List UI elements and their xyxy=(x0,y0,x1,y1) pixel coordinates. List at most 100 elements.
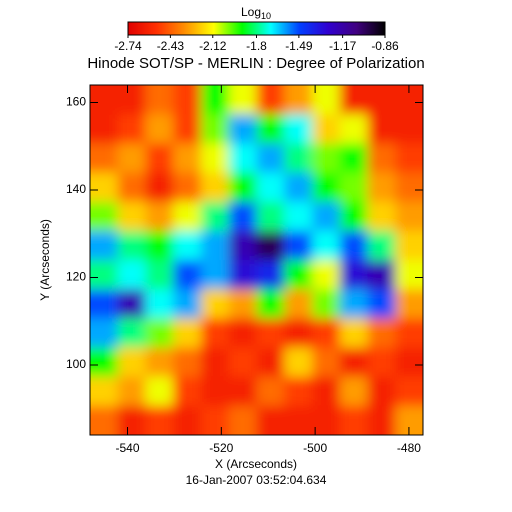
heatmap-cell xyxy=(367,260,396,290)
heatmap-cell xyxy=(284,376,313,407)
heatmap-cell xyxy=(256,318,285,348)
heatmap-cell xyxy=(228,318,257,348)
heatmap-cell xyxy=(145,405,174,435)
heatmap-cell xyxy=(228,260,257,290)
heatmap-cell xyxy=(284,114,313,144)
heatmap-cell xyxy=(117,85,146,115)
heatmap-cell xyxy=(312,85,341,115)
heatmap-cell xyxy=(256,376,285,407)
heatmap-cell xyxy=(339,347,368,378)
y-tick-label: 100 xyxy=(66,357,86,371)
heatmap-cell xyxy=(201,85,230,115)
heatmap-cell xyxy=(145,172,174,203)
heatmap-cell xyxy=(228,85,257,115)
heatmap-cell xyxy=(173,405,202,435)
heatmap-cell xyxy=(339,260,368,290)
heatmap-cell xyxy=(339,143,368,173)
heatmap-cell xyxy=(395,347,423,378)
heatmap-cell xyxy=(367,347,396,378)
heatmap-cell xyxy=(145,289,174,319)
heatmap-cell xyxy=(173,289,202,319)
heatmap-cell xyxy=(256,114,285,144)
heatmap-cell xyxy=(90,230,119,261)
heatmap-cell xyxy=(395,289,423,319)
heatmap-cell xyxy=(284,260,313,290)
heatmap-cell xyxy=(228,289,257,319)
heatmap-cell xyxy=(201,260,230,290)
colorbar-tick-label: -0.86 xyxy=(371,39,399,53)
heatmap-cell xyxy=(339,85,368,115)
heatmap-cell xyxy=(256,230,285,261)
heatmap-cell xyxy=(256,143,285,173)
colorbar-title: Log10 xyxy=(241,5,271,21)
heatmap-cell xyxy=(256,201,285,232)
heatmap-cell xyxy=(284,172,313,203)
heatmap-cell xyxy=(90,143,119,173)
heatmap-cell xyxy=(173,230,202,261)
heatmap-cell xyxy=(395,143,423,173)
colorbar-tick-label: -2.74 xyxy=(114,39,142,53)
heatmap-cell xyxy=(173,201,202,232)
heatmap-cell xyxy=(117,201,146,232)
heatmap-cell xyxy=(339,230,368,261)
colorbar-tick-label: -1.17 xyxy=(329,39,357,53)
heatmap-cell xyxy=(312,172,341,203)
heatmap-cell xyxy=(339,172,368,203)
heatmap-cell xyxy=(173,347,202,378)
heatmap-cell xyxy=(312,230,341,261)
heatmap-cell xyxy=(312,260,341,290)
heatmap-cell xyxy=(256,347,285,378)
heatmap-cell xyxy=(256,172,285,203)
heatmap-cell xyxy=(395,201,423,232)
x-tick-label: -540 xyxy=(116,441,140,455)
chart-title: Hinode SOT/SP - MERLIN : Degree of Polar… xyxy=(87,55,424,72)
heatmap-cell xyxy=(284,143,313,173)
heatmap-cell xyxy=(367,85,396,115)
x-axis-label: X (Arcseconds) xyxy=(215,457,297,471)
heatmap-cell xyxy=(90,85,119,115)
heatmap-cell xyxy=(145,347,174,378)
heatmap-cell xyxy=(312,201,341,232)
heatmap-cell xyxy=(117,260,146,290)
heatmap-cell xyxy=(90,114,119,144)
heatmap-cell xyxy=(201,230,230,261)
heatmap-cell xyxy=(339,201,368,232)
heatmap-cell xyxy=(339,289,368,319)
heatmap-cell xyxy=(90,260,119,290)
heatmap-cell xyxy=(201,289,230,319)
heatmap-cell xyxy=(367,289,396,319)
heatmap-cell xyxy=(395,376,423,407)
heatmap-cell xyxy=(339,114,368,144)
heatmap-cell xyxy=(201,143,230,173)
heatmap-cell xyxy=(395,260,423,290)
heatmap-cell xyxy=(173,114,202,144)
heatmap-cell xyxy=(117,318,146,348)
heatmap-cell xyxy=(90,318,119,348)
x-tick-label: -500 xyxy=(303,441,327,455)
heatmap-cell xyxy=(339,376,368,407)
subtitle: 16-Jan-2007 03:52:04.634 xyxy=(186,473,327,487)
heatmap-cell xyxy=(228,376,257,407)
colorbar-tick-label: -2.12 xyxy=(199,39,227,53)
heatmap-cell xyxy=(228,405,257,435)
heatmap-cell xyxy=(339,405,368,435)
heatmap-cell xyxy=(90,405,119,435)
heatmap-cell xyxy=(284,85,313,115)
heatmap-cell xyxy=(145,85,174,115)
heatmap-cell xyxy=(256,289,285,319)
heatmap-cell xyxy=(312,318,341,348)
heatmap-cell xyxy=(90,201,119,232)
heatmap-cell xyxy=(312,347,341,378)
y-tick-label: 140 xyxy=(66,182,86,196)
heatmap-cell xyxy=(201,172,230,203)
heatmap-cell xyxy=(145,318,174,348)
colorbar-title-subscript: 10 xyxy=(261,11,271,21)
heatmap-cell xyxy=(256,260,285,290)
heatmap-cell xyxy=(312,289,341,319)
x-tick-label: -480 xyxy=(397,441,421,455)
heatmap xyxy=(90,85,423,435)
plot-frame xyxy=(89,84,424,436)
heatmap-cell xyxy=(367,143,396,173)
heatmap-cell xyxy=(339,318,368,348)
